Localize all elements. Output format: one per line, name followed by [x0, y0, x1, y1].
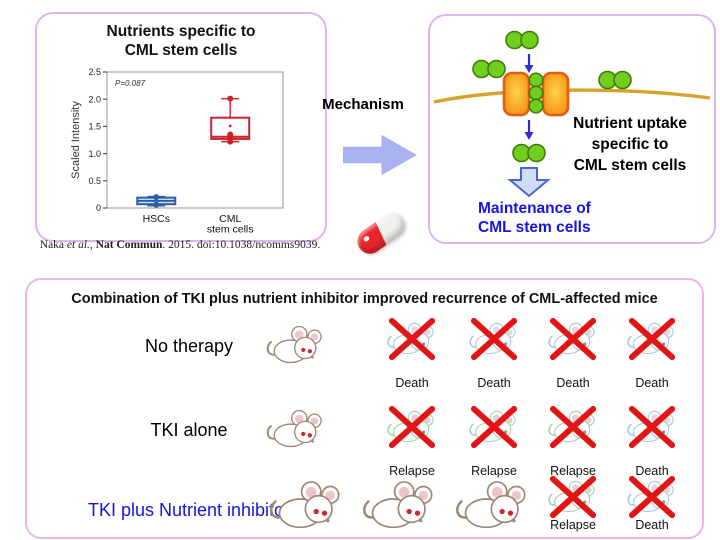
outcome-cell: Relapse — [536, 475, 610, 532]
citation: Naka et al., Nat Commun. 2015. doi:10.10… — [30, 239, 330, 251]
svg-text:2.5: 2.5 — [88, 67, 101, 77]
block-down-arrow-icon — [507, 167, 551, 198]
crossed-mouse-icon — [624, 405, 680, 450]
mouse-icon — [265, 474, 349, 534]
outcome-cell: Death — [615, 317, 689, 390]
row-tki-plus-inhibitor: TKI plus Nutrient inhibitor Relapse Death — [27, 474, 702, 536]
outcome-cell: Death — [457, 317, 531, 390]
row-no-therapy: No therapy Death Death Death Death — [27, 306, 702, 394]
outcome-label: Relapse — [389, 464, 435, 478]
outcome-cell: Death — [615, 405, 689, 478]
mechanism-panel: Nutrient uptake specific to CML stem cel… — [428, 14, 716, 244]
citation-etal: et al. — [66, 239, 90, 251]
row-label: TKI plus Nutrient inhibitor — [87, 500, 291, 520]
svg-text:stem cells: stem cells — [207, 224, 254, 235]
crossed-mouse-icon — [384, 317, 440, 362]
right-arrow-icon — [343, 134, 417, 176]
svg-text:HSCs: HSCs — [143, 213, 170, 225]
citation-sep: , — [89, 239, 96, 251]
experiment-panel: Combination of TKI plus nutrient inhibit… — [25, 278, 704, 539]
svg-text:2.0: 2.0 — [88, 94, 101, 104]
outcome-cell: Relapse — [536, 405, 610, 478]
transporter-right — [541, 71, 570, 117]
nutrient-pair-left-icon — [472, 59, 506, 79]
svg-text:0.5: 0.5 — [88, 176, 101, 186]
pill-capsule-icon — [352, 208, 410, 259]
outcome-label: Death — [556, 376, 590, 390]
outcome-cell: Death — [536, 317, 610, 390]
crossed-mouse-icon — [545, 405, 601, 450]
row-tki-alone: TKI alone Relapse Relapse Relapse Death — [27, 392, 702, 478]
row-label: No therapy — [144, 336, 234, 356]
figure-title-line2: CML stem cells — [124, 42, 238, 59]
outcome-label: Relapse — [550, 518, 596, 532]
outcome-label: Relapse — [550, 464, 596, 478]
mechanism-label: Mechanism — [322, 96, 404, 113]
uptake-caption: Nutrient uptake specific to CML stem cel… — [550, 113, 710, 176]
uptake-line2: specific to — [591, 136, 669, 153]
boxplot-chart: 0 0.5 1.0 1.5 2.0 2.5 Scaled Intensity P=0.087 H… — [70, 67, 284, 235]
uptake-line1: Nutrient uptake — [573, 115, 687, 132]
mouse-icon — [358, 474, 442, 534]
citation-rest: . 2015. doi:10.1038/ncomms9039. — [162, 239, 321, 251]
svg-text:1.5: 1.5 — [88, 122, 101, 132]
nutrients-in-channel-icon — [528, 72, 544, 114]
uptake-line3: CML stem cells — [573, 157, 687, 174]
cell-membrane-line — [433, 88, 711, 104]
outcome-cell: Death — [615, 475, 689, 532]
nutrient-pair-right-icon — [598, 70, 632, 90]
outcome-cell: Relapse — [457, 405, 531, 478]
down-arrow-top-icon — [524, 54, 534, 73]
outcome-label: Relapse — [471, 464, 517, 478]
outcome-label: Death — [635, 464, 669, 478]
nutrient-pair-top-icon — [505, 30, 539, 50]
mouse-icon — [451, 474, 535, 534]
svg-text:P=0.087: P=0.087 — [115, 79, 146, 88]
svg-text:CML: CML — [219, 213, 241, 225]
outcome-label: Death — [635, 376, 669, 390]
citation-author: Naka — [39, 239, 67, 251]
crossed-mouse-icon — [466, 317, 522, 362]
crossed-mouse-icon — [466, 405, 522, 450]
down-arrow-bottom-icon — [524, 120, 534, 140]
maintenance-line2: CML stem cells — [478, 219, 591, 236]
figure-title-line1: Nutrients specific to — [106, 23, 256, 40]
crossed-mouse-icon — [624, 475, 680, 520]
svg-text:0: 0 — [96, 203, 101, 213]
crossed-mouse-icon — [545, 475, 601, 520]
crossed-mouse-icon — [545, 317, 601, 362]
transporter-left — [502, 71, 531, 117]
maintenance-caption: Maintenance of CML stem cells — [478, 199, 591, 237]
mouse-icon — [263, 320, 329, 368]
nutrient-pair-inside-icon — [512, 143, 546, 163]
outcome-label: Death — [395, 376, 429, 390]
outcome-label: Death — [635, 518, 669, 532]
outcome-label: Death — [477, 376, 511, 390]
svg-text:1.0: 1.0 — [88, 149, 101, 159]
svg-text:Scaled Intensity: Scaled Intensity — [70, 101, 82, 179]
mouse-icon — [263, 404, 329, 452]
citation-journal: Nat Commun — [95, 239, 163, 251]
crossed-mouse-icon — [624, 317, 680, 362]
outcome-cell: Death — [375, 317, 449, 390]
row-label: TKI alone — [150, 420, 228, 440]
outcome-cell: Relapse — [375, 405, 449, 478]
maintenance-line1: Maintenance of — [478, 200, 591, 217]
crossed-mouse-icon — [384, 405, 440, 450]
figure-title: Nutrients specific to CML stem cells — [37, 22, 325, 60]
nutrients-figure-panel: Nutrients specific to CML stem cells 0 0.… — [35, 12, 327, 242]
experiment-title: Combination of TKI plus nutrient inhibit… — [71, 291, 658, 307]
membrane-diagram — [433, 30, 711, 198]
